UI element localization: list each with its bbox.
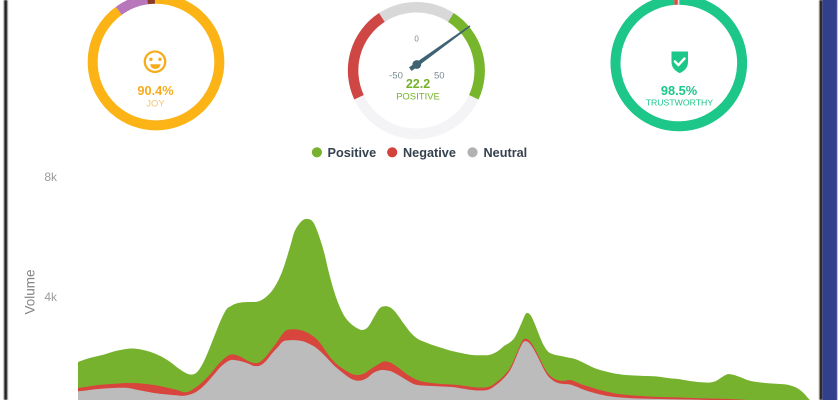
- svg-text:TRUSTWORTHY: TRUSTWORTHY: [646, 98, 714, 108]
- svg-text:Volume: Volume: [23, 269, 38, 314]
- svg-text:JOY: JOY: [146, 99, 165, 110]
- svg-text:90.4%: 90.4%: [137, 83, 174, 98]
- svg-text:Negative: Negative: [403, 146, 456, 160]
- svg-text:50: 50: [434, 71, 445, 82]
- svg-text:Neutral: Neutral: [484, 146, 528, 160]
- svg-text:POSITIVE: POSITIVE: [396, 92, 440, 103]
- svg-text:4k: 4k: [44, 290, 58, 304]
- svg-text:98.5%: 98.5%: [661, 83, 698, 98]
- svg-text:0: 0: [414, 35, 419, 44]
- svg-text:22.2: 22.2: [406, 77, 430, 91]
- svg-text:-50: -50: [389, 71, 403, 82]
- svg-text:Positive: Positive: [328, 146, 377, 160]
- svg-text:8k: 8k: [44, 170, 58, 184]
